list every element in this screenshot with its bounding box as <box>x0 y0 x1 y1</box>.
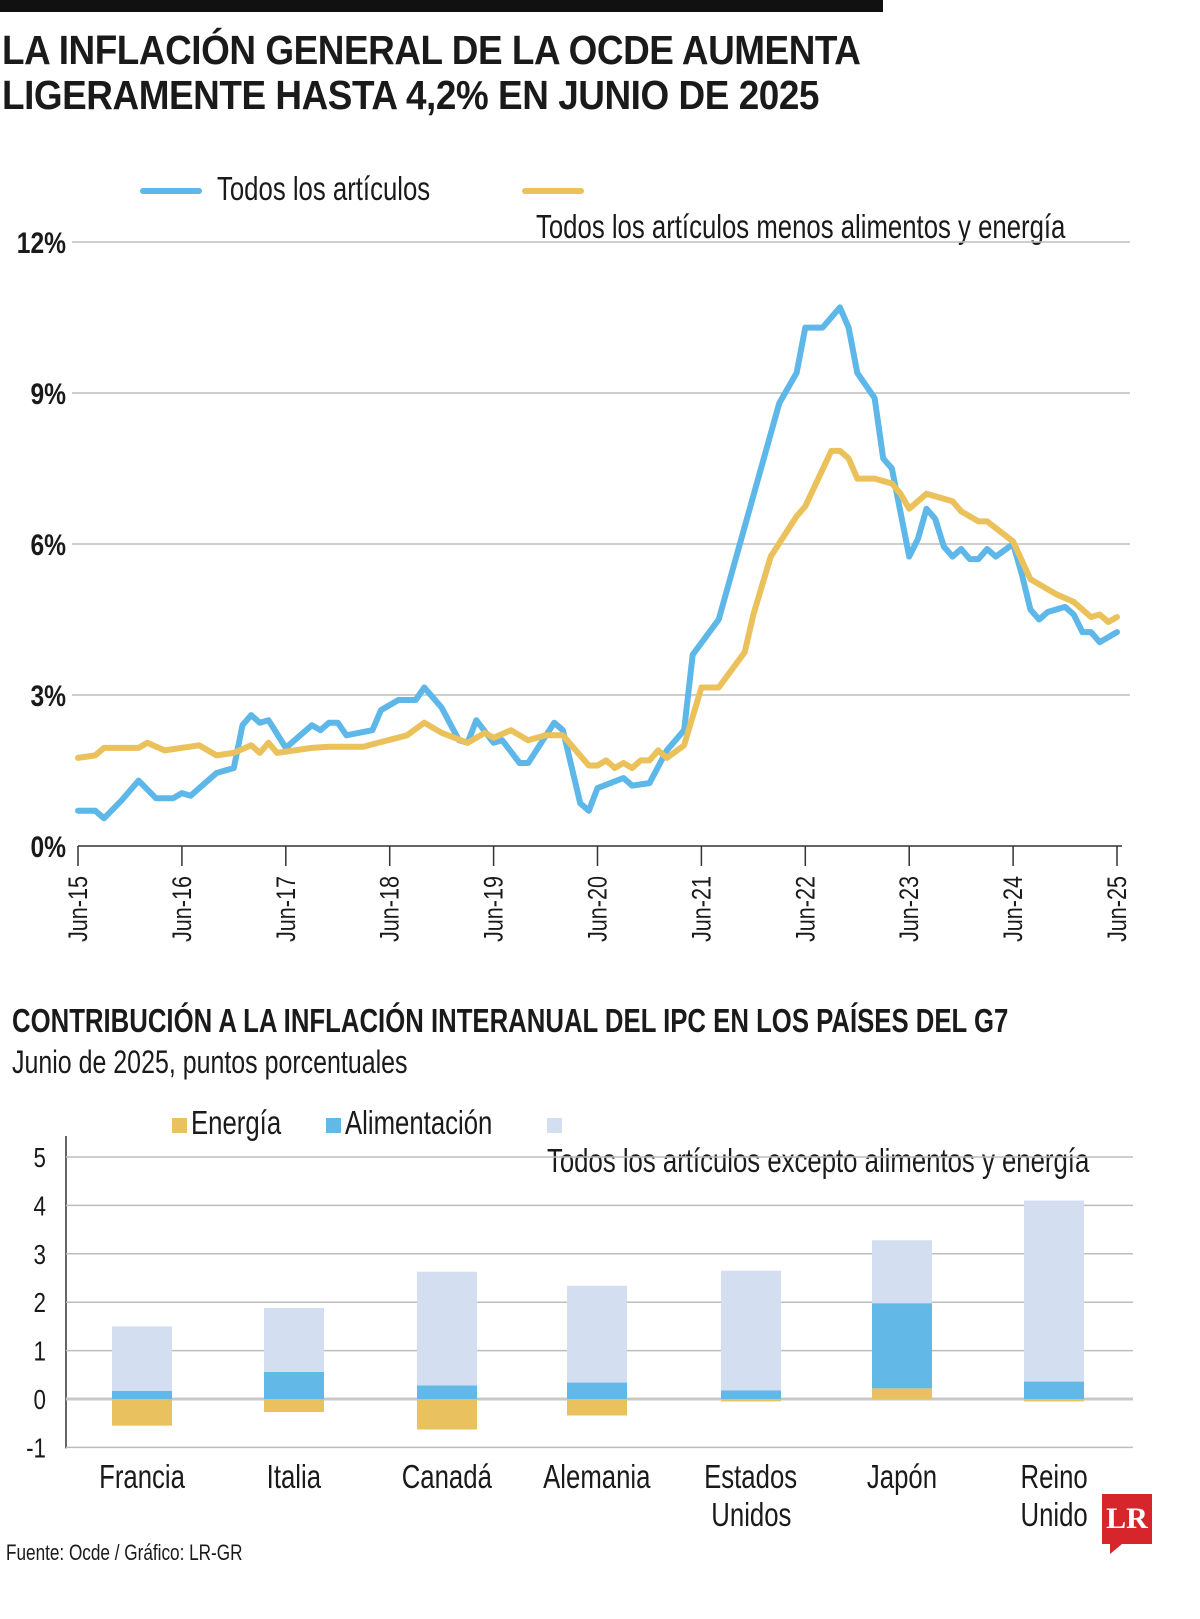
bar-segment-energy <box>872 1388 932 1399</box>
y-tick-label: 4 <box>34 1191 46 1222</box>
bar-chart-title: CONTRIBUCIÓN A LA INFLACIÓN INTERANUAL D… <box>12 1002 1200 1040</box>
legend-item-energy: Energía <box>172 1104 307 1142</box>
legend-item-all-items: Todos los artículos <box>140 170 490 208</box>
bar-segment-food <box>112 1390 172 1399</box>
legend-swatch-blue <box>140 188 202 195</box>
bar-segment-core <box>567 1285 627 1383</box>
y-tick-label: 1 <box>34 1336 46 1367</box>
bar-segment-food <box>417 1385 477 1399</box>
bar-segment-core <box>112 1326 172 1391</box>
bar-segment-core <box>721 1270 781 1391</box>
legend-item-core: Todos los artículos menos alimentos y en… <box>522 170 1200 246</box>
y-tick-label: 3% <box>30 679 66 713</box>
y-tick-label: 3 <box>34 1240 46 1271</box>
bar-segment-food <box>721 1390 781 1399</box>
y-tick-label: 0 <box>34 1385 46 1416</box>
bar-subtitle-text: Junio de 2025, puntos porcentuales <box>12 1044 408 1080</box>
category-text: Estados <box>704 1458 798 1495</box>
source-note: Fuente: Ocde / Gráfico: LR-GR <box>6 1540 309 1566</box>
category-label-line: Unido <box>974 1496 1134 1534</box>
category-text: Canadá <box>401 1458 493 1495</box>
bar-segment-energy <box>721 1399 781 1402</box>
x-tick-label: Jun-18 <box>376 876 406 942</box>
legend-label: Todos los artículos <box>217 170 431 207</box>
x-tick-label: Jun-25 <box>1103 876 1133 942</box>
category-text: Francia <box>99 1458 185 1495</box>
bar-segment-energy <box>264 1399 324 1413</box>
category-label-line: Japón <box>822 1458 982 1496</box>
x-tick-label: Jun-24 <box>999 876 1029 942</box>
legend-label: Todos los artículos menos alimentos y en… <box>536 208 1066 245</box>
x-tick-label: Jun-21 <box>687 876 717 942</box>
category-label: Canadá <box>367 1458 527 1496</box>
top-rule <box>0 0 883 12</box>
category-text: Alemania <box>543 1458 651 1495</box>
x-tick-label: Jun-23 <box>895 876 925 942</box>
bar-segment-food <box>264 1371 324 1399</box>
category-text: Unidos <box>710 1496 792 1533</box>
page-title: LA INFLACIÓN GENERAL DE LA OCDE AUMENTA … <box>2 27 861 118</box>
x-tick-label: Jun-17 <box>272 876 302 942</box>
legend-swatch-core <box>547 1117 562 1133</box>
category-label: Japón <box>822 1458 982 1496</box>
bar-chart-subtitle: Junio de 2025, puntos porcentuales <box>12 1044 519 1081</box>
line-chart: 0% 3% 6% 9% 12% Jun-15 Jun-16 Jun-17 Jun-18 Jun-1… <box>17 226 1133 942</box>
bar-segment-energy <box>112 1399 172 1426</box>
y-tick-label: -1 <box>26 1433 46 1464</box>
line-series-core <box>75 447 1120 771</box>
x-tick-label: Jun-16 <box>168 876 198 942</box>
source-text: Fuente: Ocde / Gráfico: LR-GR <box>6 1540 243 1565</box>
bar-segment-energy <box>417 1399 477 1430</box>
category-label-line: Alemania <box>517 1458 677 1496</box>
category-label-line: Italia <box>214 1458 374 1496</box>
category-label: Francia <box>62 1458 222 1496</box>
y-tick-label: 2 <box>34 1288 46 1319</box>
bar-segment-food <box>1024 1381 1084 1399</box>
bar-segment-core <box>417 1271 477 1386</box>
x-tick-label: Jun-20 <box>583 876 613 942</box>
category-text: Italia <box>266 1458 322 1495</box>
x-tick-label: Jun-19 <box>479 876 509 942</box>
bar-segment-food <box>567 1382 627 1399</box>
bar-segment-core <box>264 1308 324 1372</box>
bar-segment-food <box>872 1303 932 1389</box>
category-label: Reino Unido <box>974 1458 1134 1534</box>
bar-segment-core <box>872 1240 932 1304</box>
legend-item-core-bar: Todos los artículos excepto alimentos y … <box>547 1104 1200 1180</box>
category-label: Alemania <box>517 1458 677 1496</box>
category-text: Reino <box>1020 1458 1088 1495</box>
category-label-line: Reino <box>974 1458 1134 1496</box>
bar-title-text: CONTRIBUCIÓN A LA INFLACIÓN INTERANUAL D… <box>12 1002 1009 1039</box>
x-tick-label: Jun-15 <box>64 876 94 942</box>
legend-label: Todos los artículos excepto alimentos y … <box>547 1142 1090 1179</box>
legend-swatch-food <box>326 1117 341 1133</box>
bar-segment-energy <box>1024 1399 1084 1402</box>
bar-segment-core <box>1024 1200 1084 1382</box>
bar-segment-energy <box>567 1399 627 1416</box>
title-line-1: LA INFLACIÓN GENERAL DE LA OCDE AUMENTA <box>2 27 861 73</box>
y-tick-label: 0% <box>30 830 66 864</box>
y-tick-label: 6% <box>30 528 66 562</box>
legend-swatch-yellow <box>522 188 584 195</box>
legend-label: Alimentación <box>345 1104 493 1141</box>
category-label-line: Estados <box>671 1458 831 1496</box>
category-text: Japón <box>866 1458 938 1495</box>
x-tick-label: Jun-22 <box>791 876 821 942</box>
category-label: Estados Unidos <box>671 1458 831 1534</box>
line-series-all-items <box>75 304 1120 822</box>
y-tick-label: 12% <box>17 226 66 260</box>
y-tick-label: 9% <box>30 377 66 411</box>
legend-label: Energía <box>191 1104 282 1141</box>
lr-logo: LR <box>1102 1494 1152 1554</box>
category-text: Unido <box>1020 1496 1088 1533</box>
category-label-line: Unidos <box>671 1496 831 1534</box>
title-line-2: LIGERAMENTE HASTA 4,2% EN JUNIO DE 2025 <box>2 72 819 118</box>
legend-swatch-energy <box>172 1117 187 1133</box>
legend-item-food: Alimentación <box>326 1104 534 1142</box>
y-tick-label: 5 <box>34 1143 46 1174</box>
category-label-line: Canadá <box>367 1458 527 1496</box>
category-label: Italia <box>214 1458 374 1496</box>
category-label-line: Francia <box>62 1458 222 1496</box>
